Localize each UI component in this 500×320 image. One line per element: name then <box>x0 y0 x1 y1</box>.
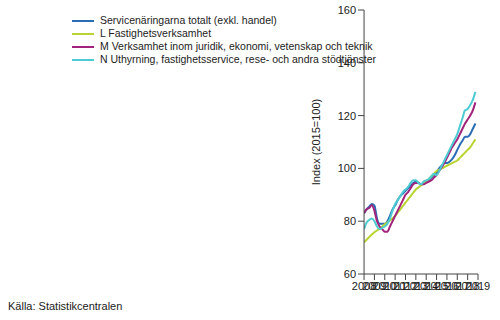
svg-text:100: 100 <box>338 162 356 174</box>
svg-text:160: 160 <box>338 4 356 16</box>
svg-text:Index (2015=100): Index (2015=100) <box>310 99 322 186</box>
svg-text:80: 80 <box>344 215 356 227</box>
svg-text:140: 140 <box>338 57 356 69</box>
svg-text:120: 120 <box>338 110 356 122</box>
svg-text:2019: 2019 <box>466 280 490 292</box>
svg-text:60: 60 <box>344 268 356 280</box>
